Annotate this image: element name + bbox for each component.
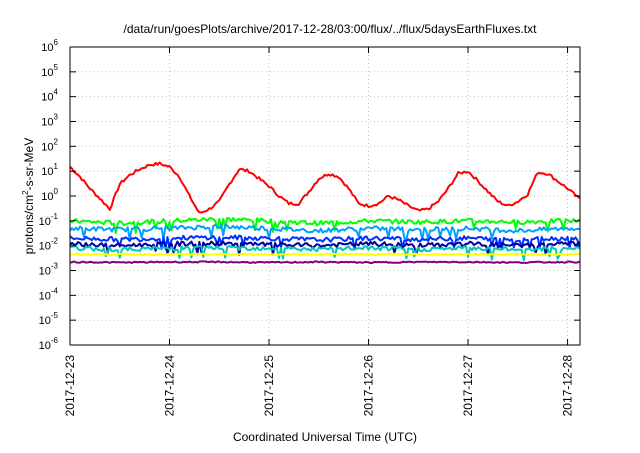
y-tick-label: 104	[41, 88, 58, 104]
y-tick-label: 105	[41, 63, 58, 79]
y-tick-label: 10-2	[39, 237, 59, 253]
series-line-3	[69, 223, 580, 241]
y-tick-label: 10-1	[39, 212, 59, 228]
series-line-6	[69, 244, 581, 261]
y-tick-label: 10-6	[39, 336, 59, 352]
series-line-2	[69, 216, 581, 234]
y-axis-label: protons/cm2-s-sr-MeV	[21, 138, 36, 254]
series-line-5	[69, 240, 581, 256]
series-line-7	[69, 252, 580, 256]
y-tick-label: 10-3	[39, 262, 59, 278]
series-line-8	[69, 260, 580, 264]
x-axis-ticks: 2017-12-23 2017-12-24 2017-12-25 2017-12-26…	[63, 47, 575, 416]
y-tick-label: 10-5	[39, 311, 59, 327]
y-axis-label-rest: -s-sr-MeV	[22, 138, 36, 191]
y-tick-label: 101	[41, 162, 58, 178]
y-axis-label-base: protons/cm	[22, 195, 36, 254]
y-tick-label: 103	[41, 113, 58, 129]
y-tick-label: 106	[41, 38, 58, 54]
x-tick-label: 2017-12-28	[561, 355, 575, 417]
series-lines	[69, 161, 581, 264]
grid-lines	[69, 46, 580, 346]
series-line-1	[69, 161, 581, 214]
x-tick-label: 2017-12-26	[362, 355, 376, 417]
y-axis-ticks: 10-6 10-5 10-4 10-3 10-2 10-1 100 101 102 103 104 1…	[39, 38, 580, 352]
chart-title: /data/run/goesPlots/archive/2017-12-28/0…	[124, 22, 538, 36]
series-line-4	[69, 234, 581, 251]
y-tick-label: 10-4	[39, 286, 59, 302]
y-tick-label: 102	[41, 137, 58, 153]
y-axis-label-sup: 2	[21, 190, 30, 195]
y-tick-label: 100	[41, 187, 58, 203]
x-tick-label: 2017-12-25	[262, 355, 276, 417]
x-tick-label: 2017-12-27	[461, 355, 475, 417]
x-tick-label: 2017-12-23	[63, 355, 77, 417]
x-axis-label: Coordinated Universal Time (UTC)	[233, 430, 417, 444]
x-tick-label: 2017-12-24	[163, 355, 177, 417]
